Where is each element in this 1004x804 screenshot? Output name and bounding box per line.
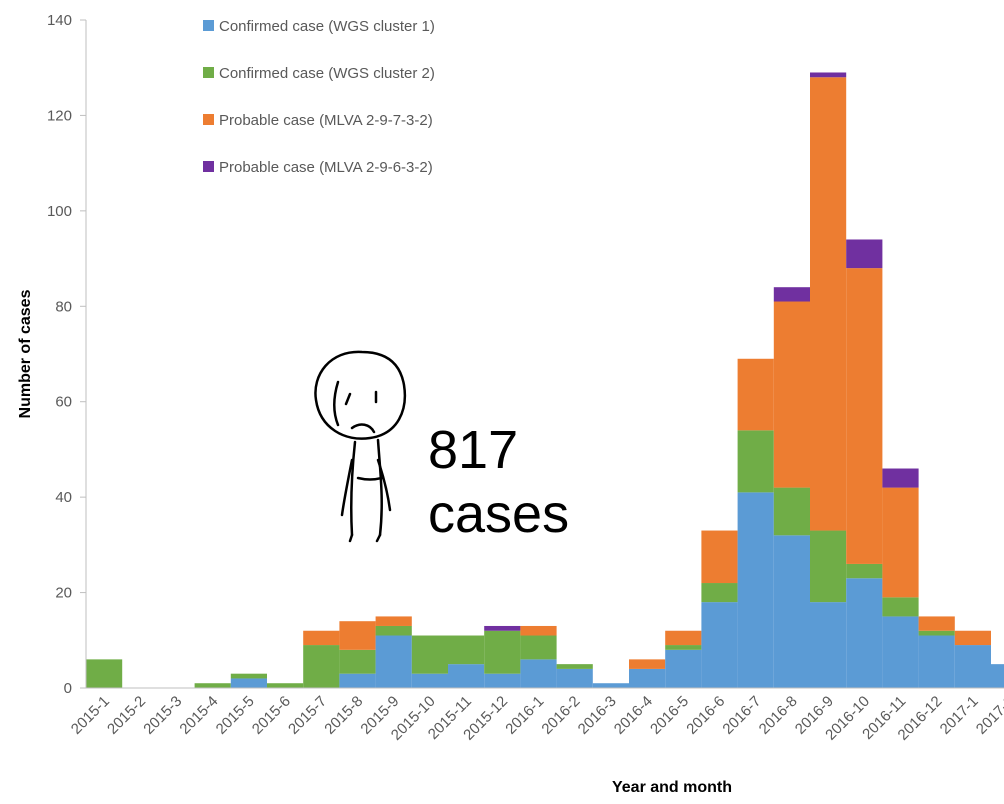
- x-tick-label: 2016-8: [756, 693, 801, 738]
- bar-segment: [846, 563, 883, 579]
- bar-segment: [375, 625, 412, 636]
- bar-segment: [339, 673, 376, 688]
- bar-segment: [773, 301, 810, 488]
- bar-segment: [230, 673, 267, 679]
- y-tick-label: 100: [47, 203, 72, 220]
- y-tick-label: 20: [55, 585, 72, 602]
- x-tick-label: 2016-5: [647, 693, 692, 738]
- bar-segment: [303, 645, 340, 688]
- bar-segment: [448, 635, 485, 665]
- bar-segment: [737, 492, 774, 688]
- bar-segment: [629, 659, 666, 669]
- x-tick-label: 2015-4: [176, 693, 221, 738]
- x-tick-label: 2017-1: [937, 693, 982, 738]
- y-axis-label: Number of cases: [17, 289, 34, 418]
- legend-label: Probable case (MLVA 2-9-7-3-2): [219, 112, 433, 129]
- bar-segment: [665, 630, 702, 646]
- x-tick-label: 2016-7: [719, 693, 764, 738]
- bar-segment: [86, 659, 123, 688]
- bar-segment: [303, 630, 340, 646]
- legend-swatch: [203, 161, 214, 172]
- bar-segment: [411, 673, 448, 688]
- x-tick-label: 2016-4: [611, 693, 656, 738]
- bar-segment: [810, 602, 847, 688]
- annotation: 817 cases: [428, 420, 570, 544]
- y-tick-label: 80: [55, 298, 72, 315]
- bar-segment: [484, 630, 521, 674]
- y-tick-label: 120: [47, 107, 72, 124]
- bar-segment: [846, 268, 883, 564]
- y-tick-label: 40: [55, 489, 72, 506]
- bar-segment: [556, 664, 593, 669]
- bar-segment: [701, 530, 738, 584]
- bar-segment: [810, 72, 847, 78]
- x-tick-label: 2016-1: [502, 693, 547, 738]
- bar-segment: [954, 630, 991, 646]
- bar-segment: [701, 583, 738, 603]
- bar-segment: [773, 535, 810, 688]
- bar-segment: [411, 635, 448, 674]
- legend-label: Confirmed case (WGS cluster 1): [219, 18, 435, 35]
- bar-segment: [267, 683, 304, 688]
- x-tick-label: 2016-2: [538, 693, 583, 738]
- legend-label: Confirmed case (WGS cluster 2): [219, 65, 435, 82]
- x-tick-label: 2015-1: [68, 693, 113, 738]
- bar-segment: [810, 530, 847, 603]
- bar-segment: [773, 287, 810, 302]
- bar-segment: [375, 635, 412, 688]
- x-tick-label: 2015-2: [104, 693, 149, 738]
- bar-segment: [665, 645, 702, 650]
- bar-segment: [629, 668, 666, 688]
- bar-segment: [991, 664, 1004, 688]
- bar-segment: [339, 649, 376, 674]
- bar-segment: [810, 77, 847, 531]
- bar-segment: [918, 630, 955, 636]
- legend-swatch: [203, 67, 214, 78]
- bar-segment: [194, 683, 231, 688]
- x-tick-label: 2015-6: [249, 693, 294, 738]
- stick-figure: [314, 350, 407, 543]
- x-tick-label: 2015-3: [140, 693, 185, 738]
- bar-segment: [339, 621, 376, 650]
- bar-segment: [520, 659, 557, 688]
- x-tick-label: 2016-6: [683, 693, 728, 738]
- bar-segment: [484, 625, 521, 631]
- bar-segment: [520, 635, 557, 660]
- bar-segment: [556, 668, 593, 688]
- legend-swatch: [203, 20, 214, 31]
- bar-segment: [520, 625, 557, 636]
- bar-segment: [773, 487, 810, 536]
- bar-segment: [665, 649, 702, 688]
- bar-segment: [882, 616, 919, 688]
- bar-segment: [230, 678, 267, 688]
- x-tick-label: 2017-2: [973, 693, 1004, 738]
- bar-segment: [701, 602, 738, 688]
- bar-segment: [484, 673, 521, 688]
- legend-swatch: [203, 114, 214, 125]
- bar-segment: [918, 616, 955, 631]
- x-tick-label: 2016-3: [575, 693, 620, 738]
- y-tick-label: 0: [64, 680, 72, 697]
- bar-segment: [954, 645, 991, 688]
- bar-segment: [882, 468, 919, 488]
- bar-segment: [737, 430, 774, 493]
- bar-segment: [846, 239, 883, 269]
- bar-segment: [846, 578, 883, 688]
- x-tick-label: 2015-8: [321, 693, 366, 738]
- x-axis-label: Year and month: [612, 779, 732, 796]
- bar-segment: [448, 664, 485, 688]
- bar-segment: [882, 597, 919, 617]
- y-tick-label: 140: [47, 12, 72, 29]
- y-tick-label: 60: [55, 394, 72, 411]
- x-tick-label: 2015-7: [285, 693, 330, 738]
- bar-segment: [375, 616, 412, 626]
- x-tick-label: 2015-5: [213, 693, 258, 738]
- bar-segment: [918, 635, 955, 688]
- bar-segment: [882, 487, 919, 598]
- legend-label: Probable case (MLVA 2-9-6-3-2): [219, 159, 433, 176]
- bar-segment: [737, 358, 774, 431]
- bar-segment: [592, 683, 629, 688]
